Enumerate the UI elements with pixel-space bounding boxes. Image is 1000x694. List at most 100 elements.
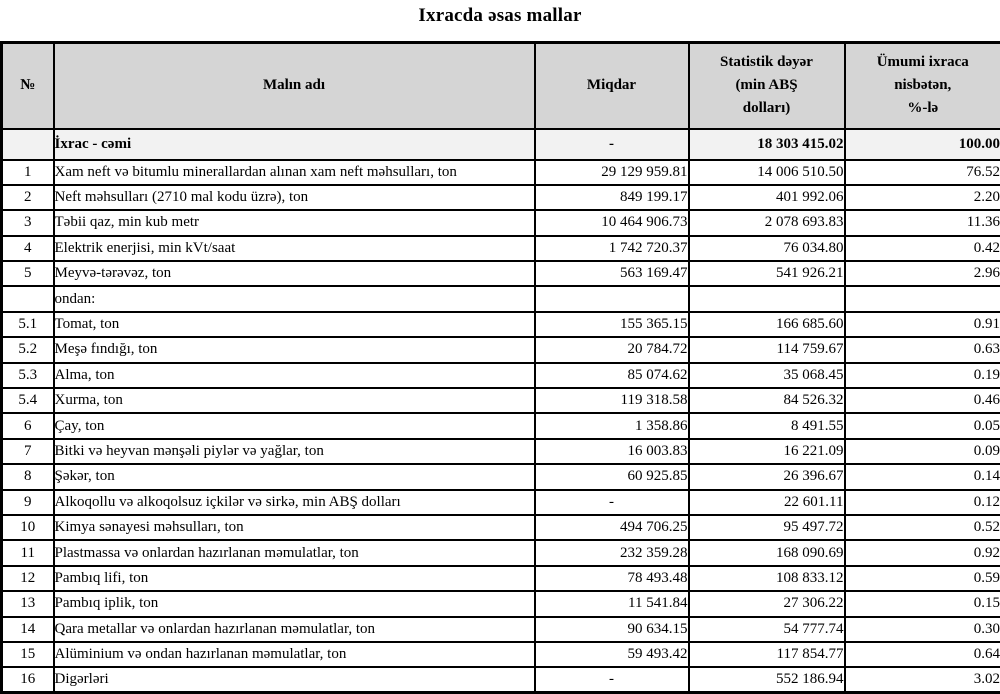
table-row: 11 Plastmassa və onlardan hazırlanan məm… bbox=[2, 540, 1000, 565]
row-name-cell: Qara metallar və onlardan hazırlanan məm… bbox=[54, 617, 535, 642]
export-report-page: Ixracda əsas mallar № Malın adı Miqdar S… bbox=[0, 4, 1000, 694]
table-row: 15 Alüminium və ondan hazırlanan məmulat… bbox=[2, 642, 1000, 667]
row-qty-cell: - bbox=[535, 667, 689, 692]
row-qty-cell: 155 365.15 bbox=[535, 312, 689, 337]
row-qty-cell: 78 493.48 bbox=[535, 566, 689, 591]
row-name-cell: Tomat, ton bbox=[54, 312, 535, 337]
row-qty-cell: 90 634.15 bbox=[535, 617, 689, 642]
row-pct-cell: 0.42 bbox=[845, 236, 1000, 261]
table-row: 5.4 Xurma, ton 119 318.58 84 526.32 0.46 bbox=[2, 388, 1000, 413]
summary-pct-cell: 100.00 bbox=[845, 129, 1000, 160]
row-name-cell: Çay, ton bbox=[54, 413, 535, 438]
row-no-cell bbox=[2, 286, 54, 311]
row-no-cell: 4 bbox=[2, 236, 54, 261]
export-table: № Malın adı Miqdar Statistik dəyər (min … bbox=[0, 41, 1000, 694]
row-qty-cell: 60 925.85 bbox=[535, 464, 689, 489]
row-name-cell: Təbii qaz, min kub metr bbox=[54, 210, 535, 235]
row-qty-cell bbox=[535, 286, 689, 311]
row-value-cell: 117 854.77 bbox=[689, 642, 845, 667]
row-pct-cell: 0.30 bbox=[845, 617, 1000, 642]
row-no-cell: 5.2 bbox=[2, 337, 54, 362]
row-qty-cell: 232 359.28 bbox=[535, 540, 689, 565]
table-row: 8 Şəkər, ton 60 925.85 26 396.67 0.14 bbox=[2, 464, 1000, 489]
row-no-cell: 12 bbox=[2, 566, 54, 591]
row-qty-cell: 59 493.42 bbox=[535, 642, 689, 667]
header-share-of-exports: Ümumi ixraca nisbətən, %-lə bbox=[845, 43, 1000, 129]
table-row: 16 Digərləri - 552 186.94 3.02 bbox=[2, 667, 1000, 692]
row-no-cell: 15 bbox=[2, 642, 54, 667]
table-row: 5.2 Meşə fındığı, ton 20 784.72 114 759.… bbox=[2, 337, 1000, 362]
row-name-cell: Neft məhsulları (2710 mal kodu üzrə), to… bbox=[54, 185, 535, 210]
row-pct-cell: 76.52 bbox=[845, 160, 1000, 185]
summary-qty-cell: - bbox=[535, 129, 689, 160]
row-no-cell: 7 bbox=[2, 439, 54, 464]
row-value-cell: 16 221.09 bbox=[689, 439, 845, 464]
table-row: 14 Qara metallar və onlardan hazırlanan … bbox=[2, 617, 1000, 642]
row-value-cell: 108 833.12 bbox=[689, 566, 845, 591]
row-pct-cell bbox=[845, 286, 1000, 311]
row-pct-cell: 3.02 bbox=[845, 667, 1000, 692]
header-statistical-value: Statistik dəyər (min ABŞ dolları) bbox=[689, 43, 845, 129]
row-pct-cell: 0.59 bbox=[845, 566, 1000, 591]
table-row: 9 Alkoqollu və alkoqolsuz içkilər və sir… bbox=[2, 490, 1000, 515]
row-no-cell: 2 bbox=[2, 185, 54, 210]
row-pct-cell: 0.46 bbox=[845, 388, 1000, 413]
summary-name-cell: İxrac - cəmi bbox=[54, 129, 535, 160]
row-no-cell: 5.4 bbox=[2, 388, 54, 413]
row-qty-cell: 1 358.86 bbox=[535, 413, 689, 438]
row-pct-cell: 0.15 bbox=[845, 591, 1000, 616]
row-value-cell: 27 306.22 bbox=[689, 591, 845, 616]
row-no-cell: 8 bbox=[2, 464, 54, 489]
row-no-cell: 3 bbox=[2, 210, 54, 235]
table-row: 7 Bitki və heyvan mənşəli piylər və yağl… bbox=[2, 439, 1000, 464]
row-no-cell: 5 bbox=[2, 261, 54, 286]
row-no-cell: 16 bbox=[2, 667, 54, 692]
row-value-cell: 76 034.80 bbox=[689, 236, 845, 261]
row-qty-cell: 85 074.62 bbox=[535, 363, 689, 388]
row-value-cell: 401 992.06 bbox=[689, 185, 845, 210]
summary-row: İxrac - cəmi - 18 303 415.02 100.00 bbox=[2, 129, 1000, 160]
table-header-row: № Malın adı Miqdar Statistik dəyər (min … bbox=[2, 43, 1000, 129]
row-name-cell: Meyvə-tərəvəz, ton bbox=[54, 261, 535, 286]
row-value-cell: 552 186.94 bbox=[689, 667, 845, 692]
row-qty-cell: 20 784.72 bbox=[535, 337, 689, 362]
table-row: 5.3 Alma, ton 85 074.62 35 068.45 0.19 bbox=[2, 363, 1000, 388]
row-name-cell: Alüminium və ondan hazırlanan məmulatlar… bbox=[54, 642, 535, 667]
header-no: № bbox=[2, 43, 54, 129]
row-no-cell: 9 bbox=[2, 490, 54, 515]
row-pct-cell: 2.20 bbox=[845, 185, 1000, 210]
row-name-cell: Alma, ton bbox=[54, 363, 535, 388]
row-qty-cell: 29 129 959.81 bbox=[535, 160, 689, 185]
row-pct-cell: 2.96 bbox=[845, 261, 1000, 286]
row-name-cell: Bitki və heyvan mənşəli piylər və yağlar… bbox=[54, 439, 535, 464]
table-row: 6 Çay, ton 1 358.86 8 491.55 0.05 bbox=[2, 413, 1000, 438]
summary-value-cell: 18 303 415.02 bbox=[689, 129, 845, 160]
row-qty-cell: - bbox=[535, 490, 689, 515]
table-row: 2 Neft məhsulları (2710 mal kodu üzrə), … bbox=[2, 185, 1000, 210]
row-name-cell: Xurma, ton bbox=[54, 388, 535, 413]
row-name-cell: ondan: bbox=[54, 286, 535, 311]
table-row: 12 Pambıq lifi, ton 78 493.48 108 833.12… bbox=[2, 566, 1000, 591]
row-pct-cell: 0.91 bbox=[845, 312, 1000, 337]
row-qty-cell: 10 464 906.73 bbox=[535, 210, 689, 235]
row-name-cell: Plastmassa və onlardan hazırlanan məmula… bbox=[54, 540, 535, 565]
row-no-cell: 14 bbox=[2, 617, 54, 642]
row-value-cell: 2 078 693.83 bbox=[689, 210, 845, 235]
row-value-cell: 166 685.60 bbox=[689, 312, 845, 337]
table-row: 10 Kimya sənayesi məhsulları, ton 494 70… bbox=[2, 515, 1000, 540]
row-no-cell: 10 bbox=[2, 515, 54, 540]
row-pct-cell: 0.52 bbox=[845, 515, 1000, 540]
row-value-cell: 8 491.55 bbox=[689, 413, 845, 438]
row-pct-cell: 0.63 bbox=[845, 337, 1000, 362]
table-row: 5 Meyvə-tərəvəz, ton 563 169.47 541 926.… bbox=[2, 261, 1000, 286]
row-pct-cell: 0.05 bbox=[845, 413, 1000, 438]
row-name-cell: Alkoqollu və alkoqolsuz içkilər və sirkə… bbox=[54, 490, 535, 515]
row-no-cell: 11 bbox=[2, 540, 54, 565]
header-product-name: Malın adı bbox=[54, 43, 535, 129]
row-qty-cell: 1 742 720.37 bbox=[535, 236, 689, 261]
row-value-cell bbox=[689, 286, 845, 311]
row-value-cell: 14 006 510.50 bbox=[689, 160, 845, 185]
row-name-cell: Şəkər, ton bbox=[54, 464, 535, 489]
page-title: Ixracda əsas mallar bbox=[0, 4, 1000, 28]
table-row: 13 Pambıq iplik, ton 11 541.84 27 306.22… bbox=[2, 591, 1000, 616]
